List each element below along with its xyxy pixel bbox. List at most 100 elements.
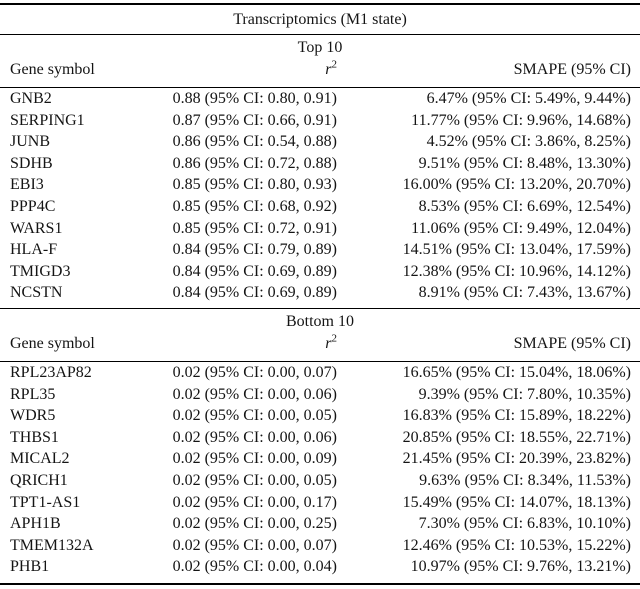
r-squared-cell: 0.02 (95% CI: 0.00, 0.05): [172, 407, 337, 425]
section-top-10: Top 10 Gene symbol r2 SMAPE (95% CI) GNB…: [0, 35, 640, 304]
r-squared-cell: 0.88 (95% CI: 0.80, 0.91): [172, 90, 337, 107]
smape-cell: 8.91% (95% CI: 7.43%, 13.67%): [418, 284, 631, 302]
gene-symbol-cell: PHB1: [10, 558, 50, 576]
gene-symbol-cell: RPL23AP82: [10, 363, 92, 381]
smape-cell: 11.77% (95% CI: 9.96%, 14.68%): [411, 111, 631, 129]
gene-symbol-cell: RPL35: [10, 385, 56, 403]
column-header-gene-symbol: Gene symbol: [10, 61, 95, 78]
smape-cell: 10.97% (95% CI: 9.76%, 13.21%): [410, 558, 631, 576]
section-rows: GNB2 0.88 (95% CI: 0.80, 0.91) 6.47% (95…: [0, 88, 640, 304]
table-row: NCSTN 0.84 (95% CI: 0.69, 0.89) 8.91% (9…: [0, 282, 640, 304]
r-squared-cell: 0.84 (95% CI: 0.69, 0.89): [172, 262, 337, 280]
smape-cell: 8.53% (95% CI: 6.69%, 12.54%): [418, 197, 631, 215]
section-label: Top 10: [297, 39, 343, 56]
r-squared-cell: 0.87 (95% CI: 0.66, 0.91): [172, 111, 337, 129]
r-squared-cell: 0.85 (95% CI: 0.72, 0.91): [172, 219, 337, 237]
r-squared-cell: 0.84 (95% CI: 0.69, 0.89): [172, 284, 337, 302]
table-row: APH1B 0.02 (95% CI: 0.00, 0.25) 7.30% (9…: [0, 513, 640, 535]
gene-symbol-cell: WARS1: [10, 219, 63, 237]
r-squared-cell: 0.84 (95% CI: 0.79, 0.89): [172, 241, 337, 259]
r-squared-cell: 0.02 (95% CI: 0.00, 0.06): [172, 385, 337, 403]
gene-symbol-cell: QRICH1: [10, 471, 68, 489]
table-row: RPL23AP82 0.02 (95% CI: 0.00, 0.07) 16.6…: [0, 362, 640, 384]
r-squared-cell: 0.02 (95% CI: 0.00, 0.09): [172, 450, 337, 468]
gene-symbol-cell: APH1B: [10, 515, 61, 533]
gene-symbol-cell: NCSTN: [10, 284, 63, 302]
table-row: TMIGD3 0.84 (95% CI: 0.69, 0.89) 12.38% …: [0, 261, 640, 283]
top-rule: [0, 3, 640, 5]
gene-symbol-cell: TMIGD3: [10, 262, 71, 280]
smape-cell: 7.30% (95% CI: 6.83%, 10.10%): [418, 515, 631, 533]
table-row: TMEM132A 0.02 (95% CI: 0.00, 0.07) 12.46…: [0, 535, 640, 557]
gene-symbol-cell: MICAL2: [10, 450, 70, 468]
smape-cell: 14.51% (95% CI: 13.04%, 17.59%): [402, 241, 631, 259]
smape-cell: 15.49% (95% CI: 14.07%, 18.13%): [402, 493, 631, 511]
header-rule: [0, 360, 640, 362]
section-label: Bottom 10: [285, 312, 354, 330]
column-header-smape: SMAPE (95% CI): [513, 334, 631, 352]
r-squared-cell: 0.02 (95% CI: 0.00, 0.04): [172, 558, 337, 576]
column-header-smape: SMAPE (95% CI): [513, 61, 631, 78]
table-row: EBI3 0.85 (95% CI: 0.80, 0.93) 16.00% (9…: [0, 174, 640, 196]
section-divider-rule: [0, 307, 640, 309]
gene-symbol-cell: GNB2: [10, 90, 52, 107]
header-rule: [0, 87, 640, 88]
smape-cell: 16.65% (95% CI: 15.04%, 18.06%): [402, 363, 631, 381]
title-rule: [0, 34, 640, 35]
table-row: JUNB 0.86 (95% CI: 0.54, 0.88) 4.52% (95…: [0, 131, 640, 153]
smape-cell: 21.45% (95% CI: 20.39%, 23.82%): [402, 450, 631, 468]
r-squared-cell: 0.02 (95% CI: 0.00, 0.17): [172, 493, 337, 511]
r-squared-cell: 0.02 (95% CI: 0.00, 0.07): [172, 363, 337, 381]
table-row: RPL35 0.02 (95% CI: 0.00, 0.06) 9.39% (9…: [0, 384, 640, 406]
r-squared-cell: 0.02 (95% CI: 0.00, 0.07): [172, 536, 337, 554]
gene-symbol-cell: THBS1: [10, 428, 59, 446]
gene-symbol-cell: JUNB: [10, 133, 51, 151]
smape-cell: 12.46% (95% CI: 10.53%, 15.22%): [402, 536, 631, 554]
table-row: TPT1-AS1 0.02 (95% CI: 0.00, 0.17) 15.49…: [0, 492, 640, 514]
section-bottom-10: Bottom 10 Gene symbol r2 SMAPE (95% CI) …: [0, 309, 640, 578]
table-row: SDHB 0.86 (95% CI: 0.72, 0.88) 9.51% (95…: [0, 153, 640, 175]
gene-symbol-cell: TPT1-AS1: [10, 493, 81, 511]
r-squared-cell: 0.02 (95% CI: 0.00, 0.05): [172, 471, 337, 489]
section-rows: RPL23AP82 0.02 (95% CI: 0.00, 0.07) 16.6…: [0, 362, 640, 578]
gene-symbol-cell: WDR5: [10, 407, 56, 425]
smape-cell: 4.52% (95% CI: 3.86%, 8.25%): [426, 133, 631, 151]
smape-cell: 12.38% (95% CI: 10.96%, 14.12%): [402, 262, 631, 280]
r-squared-cell: 0.85 (95% CI: 0.68, 0.92): [172, 197, 337, 215]
gene-symbol-cell: SERPING1: [10, 111, 85, 129]
smape-cell: 9.39% (95% CI: 7.80%, 10.35%): [418, 385, 631, 403]
table-row: PHB1 0.02 (95% CI: 0.00, 0.04) 10.97% (9…: [0, 556, 640, 578]
table-row: GNB2 0.88 (95% CI: 0.80, 0.91) 6.47% (95…: [0, 88, 640, 110]
r-squared-cell: 0.86 (95% CI: 0.72, 0.88): [172, 154, 337, 172]
smape-cell: 16.83% (95% CI: 15.89%, 18.22%): [402, 407, 631, 425]
column-header-row: Gene symbol r2 SMAPE (95% CI): [0, 333, 640, 357]
column-header-r-squared: r2: [325, 58, 337, 78]
smape-cell: 20.85% (95% CI: 18.55%, 22.71%): [402, 428, 631, 446]
table-row: MICAL2 0.02 (95% CI: 0.00, 0.09) 21.45% …: [0, 448, 640, 470]
gene-symbol-cell: SDHB: [10, 154, 53, 172]
r-squared-cell: 0.86 (95% CI: 0.54, 0.88): [172, 133, 337, 151]
table-row: THBS1 0.02 (95% CI: 0.00, 0.06) 20.85% (…: [0, 427, 640, 449]
table-row: QRICH1 0.02 (95% CI: 0.00, 0.05) 9.63% (…: [0, 470, 640, 492]
column-header-r-squared: r2: [325, 332, 337, 352]
gene-symbol-cell: EBI3: [10, 176, 44, 194]
gene-symbol-cell: PPP4C: [10, 197, 56, 215]
gene-symbol-cell: HLA-F: [10, 241, 58, 259]
table-row: HLA-F 0.84 (95% CI: 0.79, 0.89) 14.51% (…: [0, 239, 640, 261]
table-row: WARS1 0.85 (95% CI: 0.72, 0.91) 11.06% (…: [0, 218, 640, 240]
column-header-row: Gene symbol r2 SMAPE (95% CI): [0, 59, 640, 83]
gene-symbol-cell: TMEM132A: [10, 536, 94, 554]
smape-cell: 6.47% (95% CI: 5.49%, 9.44%): [426, 90, 631, 107]
bottom-rule: [0, 582, 640, 585]
r-squared-cell: 0.85 (95% CI: 0.80, 0.93): [172, 176, 337, 194]
r-squared-cell: 0.02 (95% CI: 0.00, 0.06): [172, 428, 337, 446]
smape-cell: 9.51% (95% CI: 8.48%, 13.30%): [418, 154, 631, 172]
smape-cell: 9.63% (95% CI: 8.34%, 11.53%): [419, 471, 631, 489]
r-squared-cell: 0.02 (95% CI: 0.00, 0.25): [172, 515, 337, 533]
smape-cell: 16.00% (95% CI: 13.20%, 20.70%): [402, 176, 631, 194]
table-title: Transcriptomics (M1 state): [233, 11, 407, 28]
column-header-gene-symbol: Gene symbol: [10, 334, 95, 352]
table-row: SERPING1 0.87 (95% CI: 0.66, 0.91) 11.77…: [0, 110, 640, 132]
table-row: WDR5 0.02 (95% CI: 0.00, 0.05) 16.83% (9…: [0, 405, 640, 427]
